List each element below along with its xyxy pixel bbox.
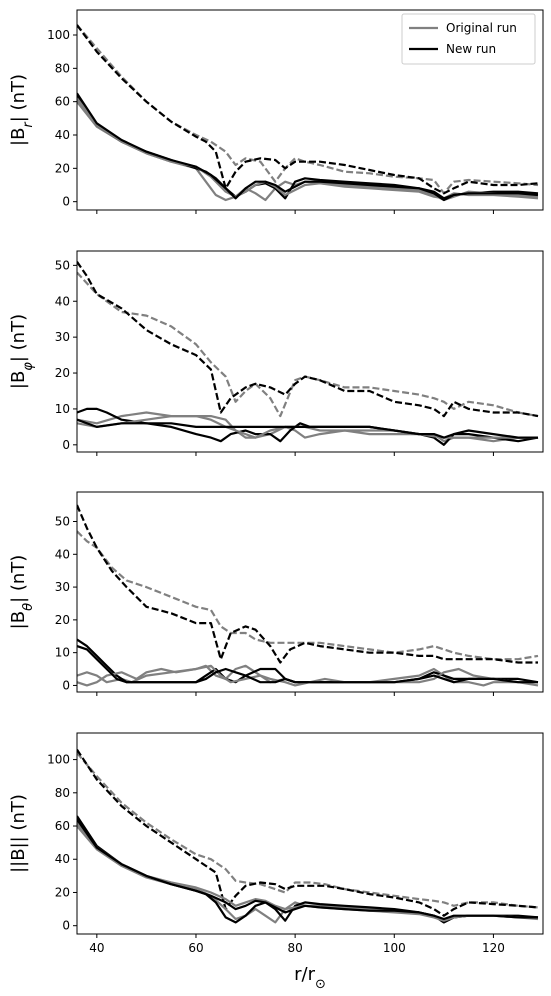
series-group — [77, 261, 539, 446]
y-tick-label: 10 — [55, 646, 70, 660]
legend: Original run New run — [401, 13, 536, 65]
legend-label-new: New run — [446, 42, 496, 56]
series-line-dashed — [77, 24, 539, 195]
panel-2: 0 10 20 30 40 50 |Bφ| (nT) — [8, 250, 544, 456]
series-line-dashed — [77, 530, 539, 661]
series-line-dashed — [77, 752, 539, 909]
x-tick-label: 40 — [89, 941, 104, 955]
y-axis-label: ||B|| (nT) — [8, 794, 29, 873]
y-tick-label: 40 — [55, 852, 70, 866]
y-tick-label: 20 — [55, 161, 70, 175]
series-group — [77, 24, 539, 202]
axes-frame — [76, 250, 544, 453]
x-axis-label: r/r⊙ — [294, 964, 326, 992]
series-line-solid — [77, 664, 539, 687]
panel-4: 0 20 40 60 80 100 40 60 80 100 120 ||B|| (nT) r/r⊙ — [8, 732, 544, 992]
y-tick-label: 20 — [55, 366, 70, 380]
axes-frame — [76, 732, 544, 935]
y-tick-label: 0 — [62, 919, 70, 933]
y-tick-label: 80 — [55, 61, 70, 75]
x-tick-label: 100 — [383, 941, 406, 955]
series-line-dashed — [77, 504, 538, 664]
series-line-solid — [77, 818, 538, 921]
legend-label-original: Original run — [446, 21, 517, 35]
legend-frame — [401, 13, 536, 65]
series-line-solid — [77, 825, 538, 924]
y-tick-label: 10 — [55, 402, 70, 416]
series-line-solid — [77, 97, 539, 202]
y-tick-label: 80 — [55, 786, 70, 800]
y-axis-label: |Bθ| (nT) — [8, 555, 36, 630]
y-tick-label: 60 — [55, 819, 70, 833]
y-axis-label: |Br| (nT) — [8, 74, 36, 146]
series-group — [77, 748, 539, 924]
panel-3: 0 10 20 30 40 50 |Bθ| (nT) — [8, 491, 544, 696]
series-line-solid — [77, 418, 538, 439]
axes-frame — [76, 9, 544, 211]
y-tick-label: 40 — [55, 294, 70, 308]
y-tick-label: 60 — [55, 95, 70, 109]
y-tick-label: 50 — [55, 258, 70, 272]
series-line-dashed — [77, 271, 539, 418]
series-line-solid — [77, 645, 538, 684]
y-tick-label: 100 — [47, 753, 70, 767]
y-tick-label: 20 — [55, 885, 70, 899]
y-tick-label: 40 — [55, 128, 70, 142]
x-tick-label: 80 — [287, 941, 302, 955]
y-tick-label: 30 — [55, 330, 70, 344]
axes-frame — [76, 491, 544, 693]
series-line-dashed — [77, 261, 539, 418]
y-tick-label: 20 — [55, 613, 70, 627]
series-line-solid — [77, 822, 539, 922]
y-tick-label: 0 — [62, 195, 70, 209]
series-line-dashed — [77, 748, 539, 917]
y-tick-label: 0 — [62, 678, 70, 692]
series-group — [77, 504, 539, 687]
y-tick-label: 40 — [55, 547, 70, 561]
y-tick-label: 100 — [47, 28, 70, 42]
series-line-solid — [77, 92, 539, 202]
y-tick-label: 0 — [62, 438, 70, 452]
panel-1: 0 20 40 60 80 100 |Br| (nT) — [8, 9, 544, 214]
y-tick-label: 30 — [55, 580, 70, 594]
x-tick-label: 120 — [482, 941, 505, 955]
y-tick-label: 50 — [55, 515, 70, 529]
y-axis-label: |Bφ| (nT) — [8, 314, 36, 389]
x-tick-label: 60 — [188, 941, 203, 955]
